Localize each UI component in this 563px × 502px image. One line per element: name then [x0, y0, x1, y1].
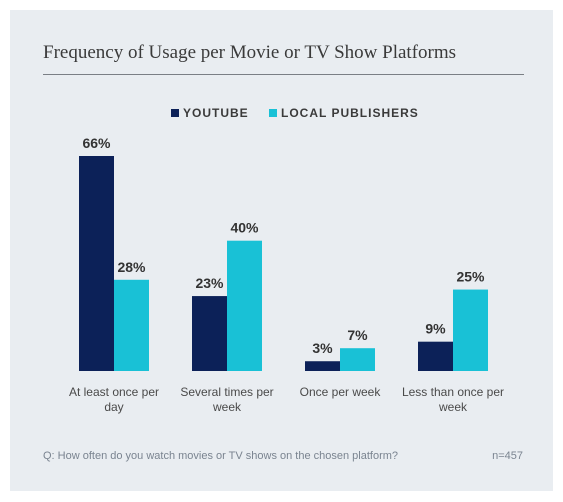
bar-youtube-1 — [192, 296, 227, 371]
value-label-youtube-0: 66% — [82, 135, 111, 151]
value-label-local-publishers-2: 7% — [347, 327, 368, 343]
value-label-local-publishers-0: 28% — [117, 259, 146, 275]
bar-youtube-2 — [305, 361, 340, 371]
legend-label-youtube: YOUTUBE — [183, 106, 249, 120]
value-label-local-publishers-1: 40% — [230, 220, 259, 236]
category-label-3-line-0: Less than once per — [402, 385, 504, 399]
bar-youtube-0 — [79, 156, 114, 371]
value-label-local-publishers-3: 25% — [456, 269, 485, 285]
value-label-youtube-2: 3% — [312, 340, 333, 356]
value-labels: 66% 28% 23% 40% 3% 7% 9% 25% — [82, 135, 485, 356]
footnote-question: Q: How often do you watch movies or TV s… — [43, 450, 399, 462]
category-label-3-line-1: week — [438, 400, 468, 414]
bar-local-publishers-1 — [227, 240, 262, 371]
sample-size: n=457 — [492, 450, 523, 462]
category-label-1-line-0: Several times per — [180, 385, 273, 399]
bar-local-publishers-0 — [114, 279, 149, 371]
bar-local-publishers-3 — [453, 289, 488, 371]
title-divider — [43, 74, 524, 75]
bar-chart: YOUTUBE LOCAL PUBLISHERS 66% 28% 23% 40% 3% 7%… — [69, 106, 504, 414]
category-label-0-line-0: At least once per — [69, 385, 159, 399]
bars — [79, 156, 488, 371]
category-label-0-line-1: day — [104, 400, 123, 414]
bar-youtube-3 — [418, 341, 453, 371]
value-label-youtube-1: 23% — [195, 275, 224, 291]
legend-swatch-youtube — [171, 109, 179, 117]
bar-local-publishers-2 — [340, 348, 375, 371]
legend: YOUTUBE LOCAL PUBLISHERS — [171, 106, 419, 120]
legend-swatch-local-publishers — [269, 109, 277, 117]
category-label-1-line-1: week — [212, 400, 242, 414]
chart-card: Frequency of Usage per Movie or TV Show … — [10, 10, 553, 491]
value-label-youtube-3: 9% — [425, 321, 446, 337]
legend-label-local-publishers: LOCAL PUBLISHERS — [281, 106, 419, 120]
chart-title: Frequency of Usage per Movie or TV Show … — [43, 42, 457, 63]
category-label-2-line-0: Once per week — [300, 385, 382, 399]
